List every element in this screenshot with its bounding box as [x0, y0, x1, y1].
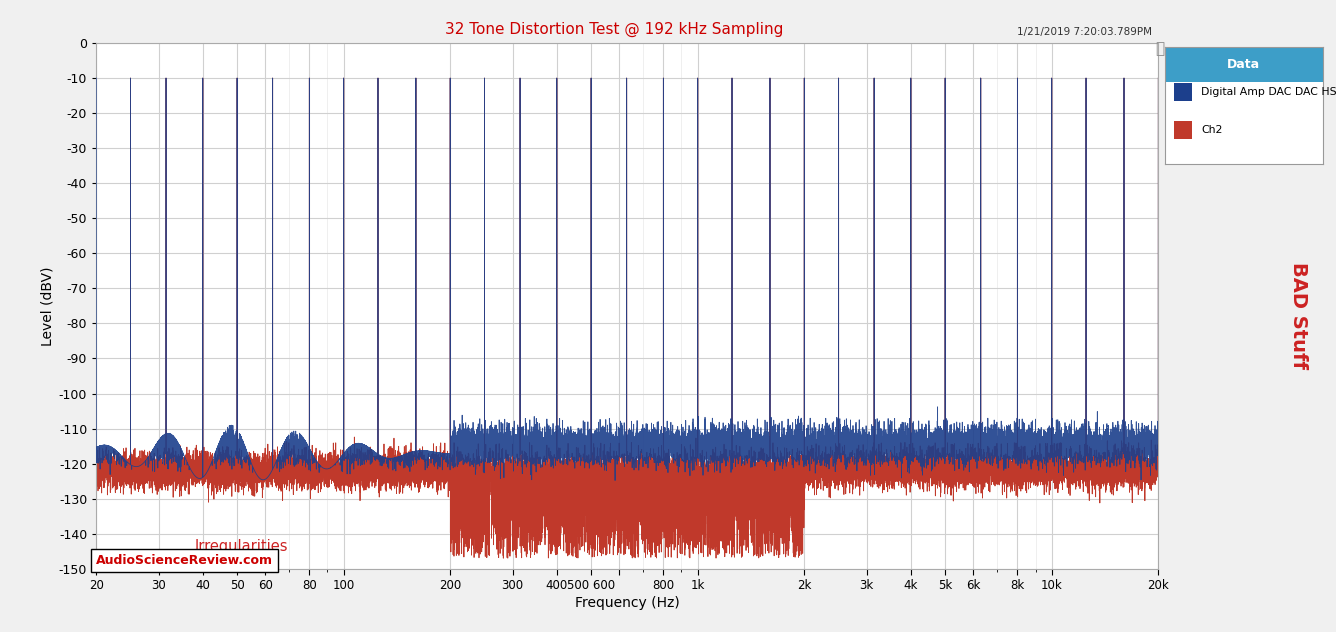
Text: BAD Stuff: BAD Stuff [1289, 262, 1308, 370]
Text: Ch2: Ch2 [1201, 125, 1222, 135]
Text: Irregularities: Irregularities [195, 539, 289, 554]
Bar [1174, 121, 1192, 138]
Text: 32 Tone Distortion Test @ 192 kHz Sampling: 32 Tone Distortion Test @ 192 kHz Sampli… [445, 22, 784, 37]
Text: Digital Amp DAC DAC HS: Digital Amp DAC DAC HS [1201, 87, 1336, 97]
Y-axis label: Level (dBV): Level (dBV) [40, 266, 55, 346]
Text: Data: Data [1228, 58, 1260, 71]
Bar [1174, 83, 1192, 101]
X-axis label: Frequency (Hz): Frequency (Hz) [574, 597, 680, 611]
Text: ⓐ: ⓐ [1156, 41, 1164, 56]
Text: AudioScienceReview.com: AudioScienceReview.com [96, 554, 273, 567]
Text: 1/21/2019 7:20:03.789PM: 1/21/2019 7:20:03.789PM [1017, 27, 1152, 37]
Bar [1165, 47, 1323, 83]
